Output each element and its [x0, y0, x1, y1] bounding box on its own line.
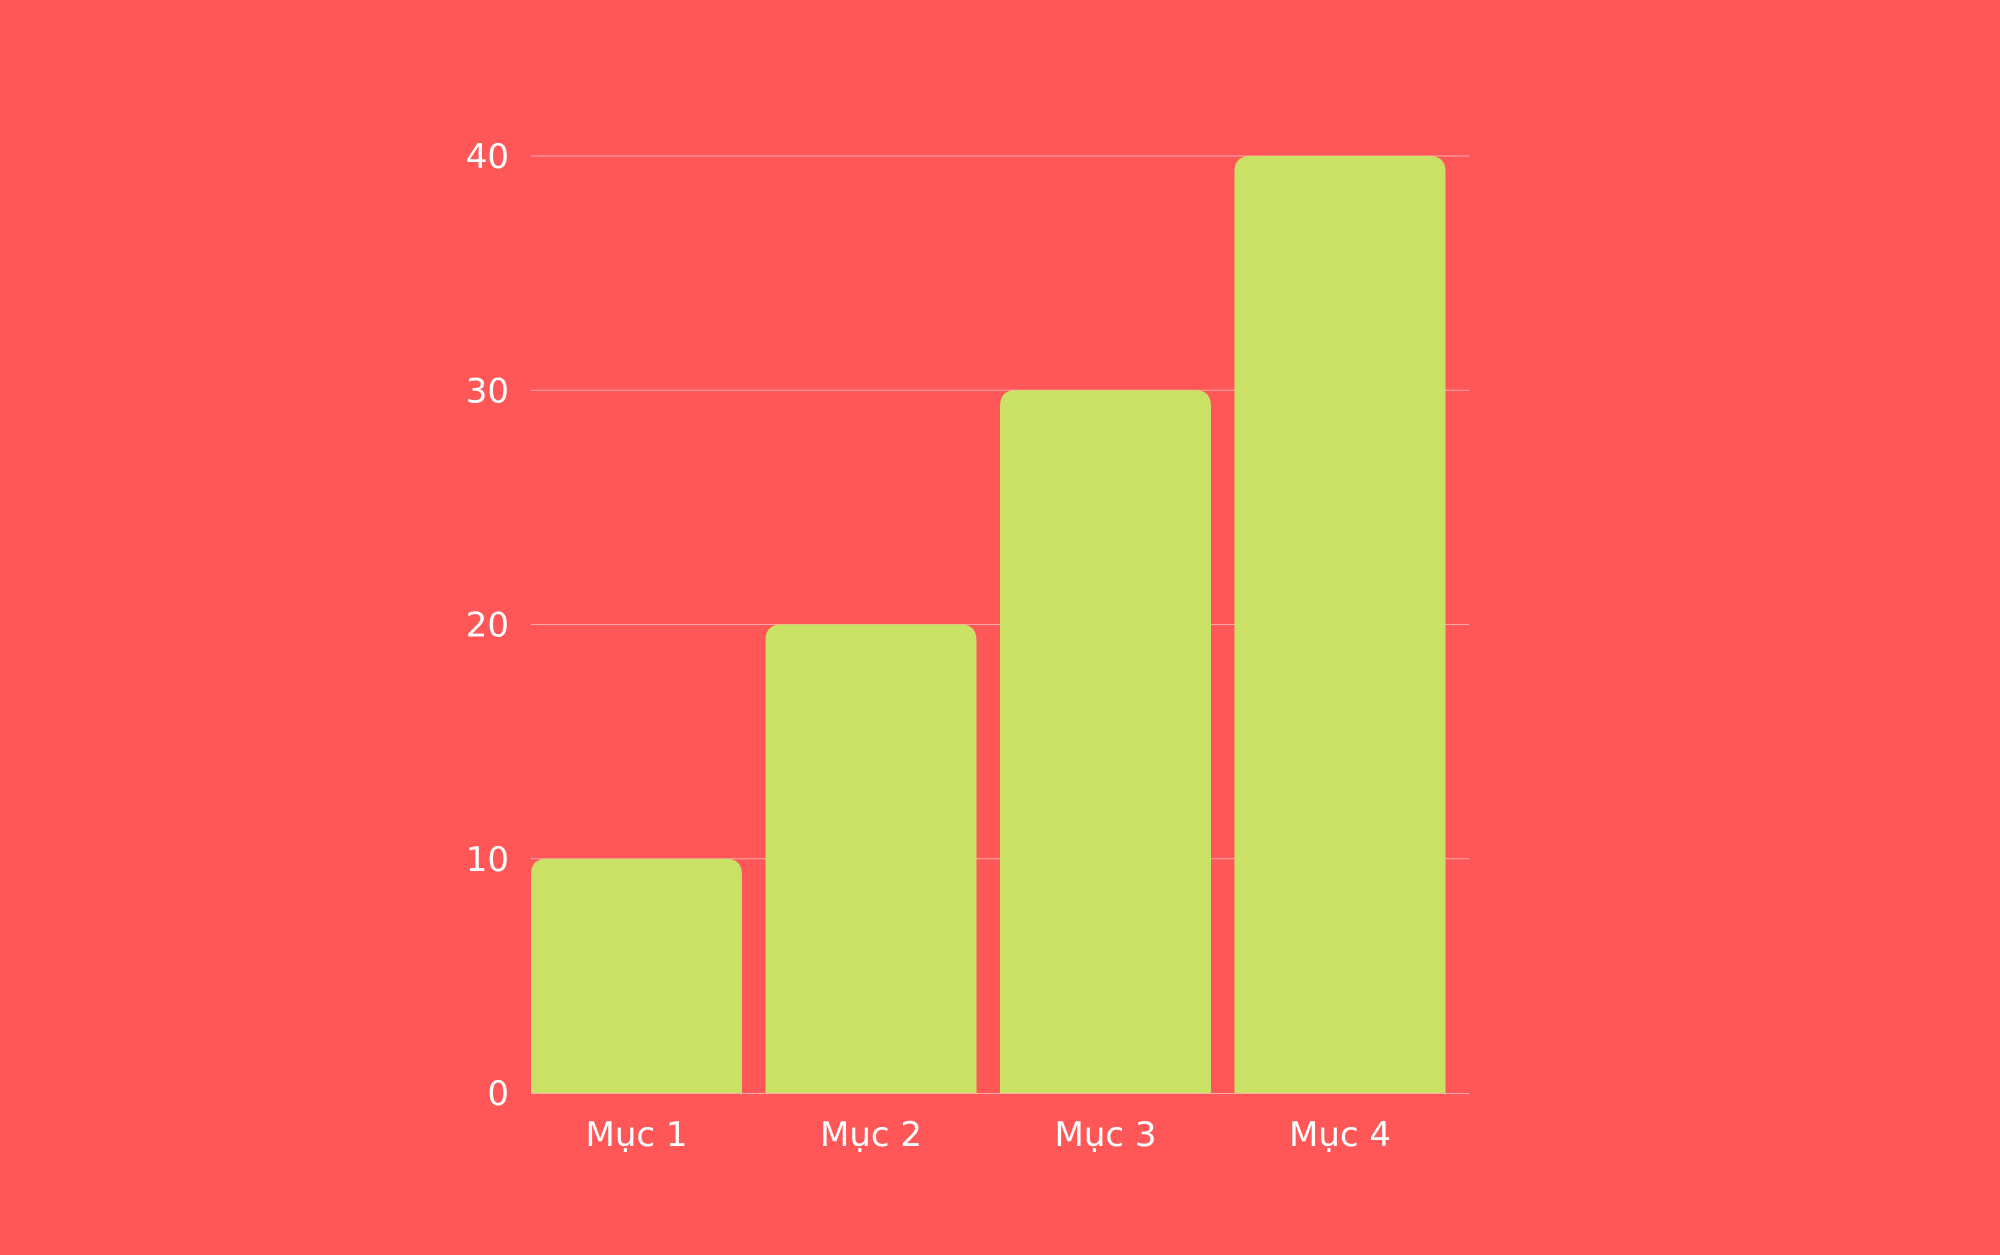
bars — [531, 156, 1446, 1093]
x-tick-label: Mục 1 — [585, 1115, 687, 1155]
y-tick-label: 20 — [466, 606, 509, 646]
bar-1 — [531, 858, 742, 1093]
x-tick-label: Mục 3 — [1054, 1115, 1156, 1155]
y-tick-label: 30 — [466, 371, 509, 411]
y-tick-label: 40 — [466, 137, 509, 177]
y-axis-ticks: 0 10 20 30 40 — [466, 137, 509, 1114]
bar-2 — [765, 624, 977, 1093]
x-tick-label: Mục 4 — [1289, 1115, 1391, 1155]
x-tick-label: Mục 2 — [820, 1115, 922, 1155]
x-axis-ticks: Mục 1 Mục 2 Mục 3 Mục 4 — [585, 1115, 1391, 1155]
bar-4 — [1234, 156, 1446, 1093]
bar-3 — [1000, 390, 1211, 1093]
y-tick-label: 0 — [487, 1074, 509, 1114]
y-tick-label: 10 — [466, 840, 509, 880]
